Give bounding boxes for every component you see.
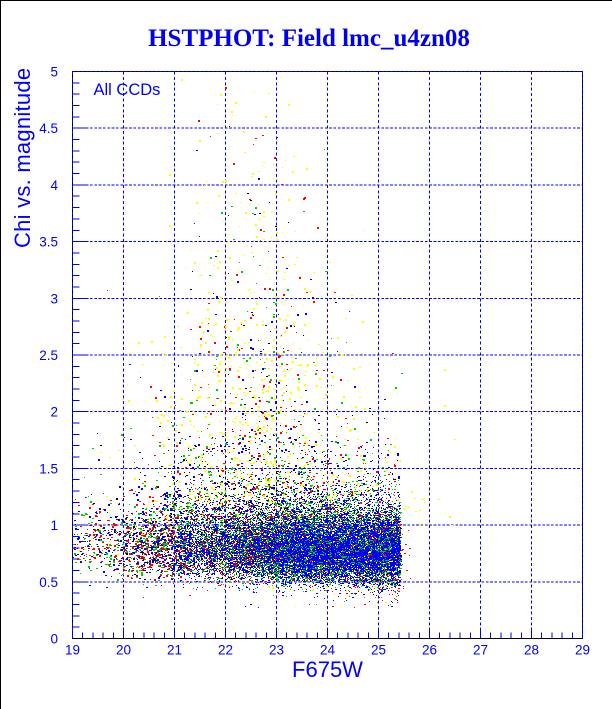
svg-text:19: 19 [65, 643, 80, 658]
svg-text:27: 27 [473, 643, 488, 658]
svg-text:2.5: 2.5 [39, 348, 58, 363]
svg-text:Chi vs. magnitude: Chi vs. magnitude [10, 68, 35, 248]
svg-text:23: 23 [269, 643, 284, 658]
svg-text:25: 25 [371, 643, 386, 658]
svg-text:2: 2 [50, 405, 58, 420]
svg-text:4: 4 [50, 178, 58, 193]
svg-text:5: 5 [50, 65, 58, 80]
svg-text:29: 29 [575, 643, 590, 658]
svg-text:F675W: F675W [292, 657, 363, 682]
svg-text:4.5: 4.5 [39, 121, 58, 136]
svg-text:20: 20 [116, 643, 131, 658]
svg-text:3.5: 3.5 [39, 235, 58, 250]
svg-text:0.5: 0.5 [39, 575, 58, 590]
svg-text:All CCDs: All CCDs [94, 81, 161, 99]
svg-text:24: 24 [320, 643, 336, 658]
svg-text:3: 3 [50, 291, 58, 306]
svg-text:28: 28 [524, 643, 539, 658]
svg-text:22: 22 [218, 643, 233, 658]
svg-text:1.5: 1.5 [39, 461, 58, 476]
svg-text:0: 0 [50, 632, 58, 647]
svg-text:21: 21 [167, 643, 182, 658]
svg-text:26: 26 [422, 643, 437, 658]
svg-text:1: 1 [50, 518, 58, 533]
